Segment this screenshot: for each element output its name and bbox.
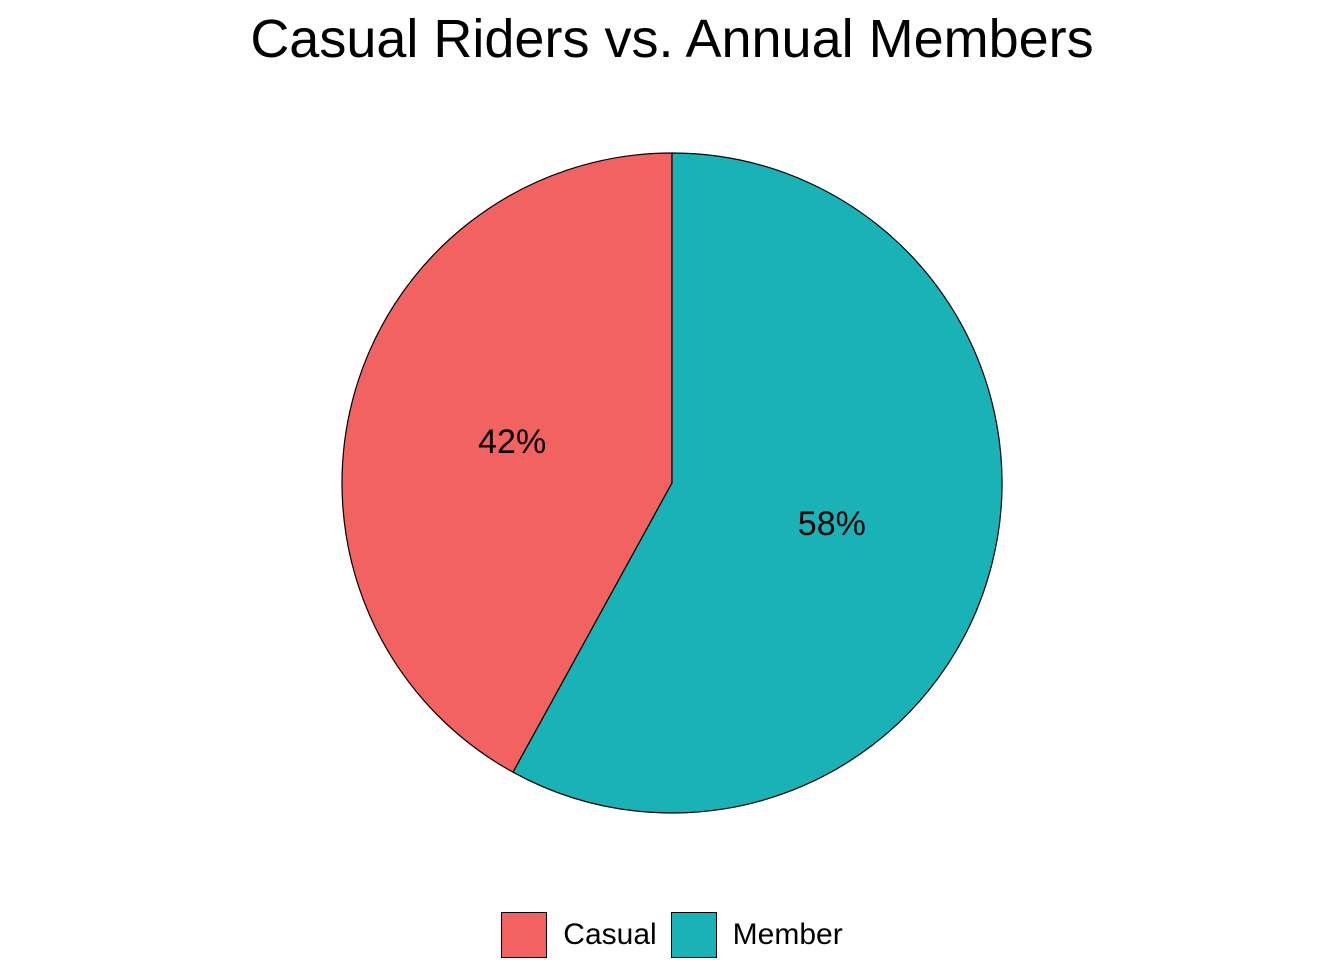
pie-slice-casual — [341, 152, 673, 773]
slice-label-casual: 42% — [478, 423, 546, 461]
slice-label-member: 58% — [798, 505, 866, 543]
legend: Casual Member — [0, 910, 1344, 960]
legend-label-casual: Casual — [563, 918, 657, 951]
legend-item-member: Member — [670, 912, 843, 958]
legend-key-casual — [501, 912, 548, 958]
legend-key-member — [670, 912, 717, 958]
pie-slice-member — [512, 152, 1003, 814]
legend-label-member: Member — [732, 918, 843, 951]
chart-title: Casual Riders vs. Annual Members — [250, 9, 1094, 69]
legend-item-casual: Casual — [501, 912, 657, 958]
